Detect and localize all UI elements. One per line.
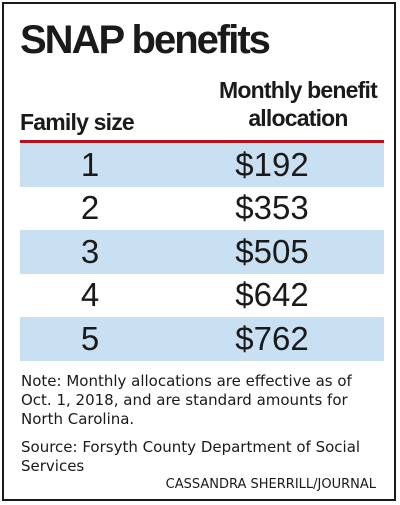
- column-header-benefit-line2: allocation: [248, 105, 348, 131]
- column-header-monthly-benefit: Monthly benefit allocation: [210, 76, 386, 132]
- table-row: 1 $192: [20, 143, 384, 187]
- table-row: 5 $762: [20, 317, 384, 361]
- credit-line: CASSANDRA SHERRILL/JOURNAL: [165, 477, 376, 492]
- column-header-family-size: Family size: [20, 109, 135, 135]
- benefit-amount-cell: $762: [235, 319, 309, 357]
- family-size-cell: 1: [80, 145, 100, 183]
- table-row: 3 $505: [20, 230, 384, 274]
- graphic-frame: SNAP benefits Family size Monthly benefi…: [2, 2, 396, 501]
- table-row: 2 $353: [20, 187, 384, 231]
- benefit-amount-cell: $642: [235, 276, 309, 314]
- benefits-table: 1 $192 2 $353 3 $505 4 $642 5 $762: [20, 143, 384, 361]
- column-header-benefit-line1: Monthly benefit: [219, 77, 378, 103]
- family-size-cell: 2: [80, 189, 100, 227]
- footnote: Note: Monthly allocations are effective …: [21, 372, 352, 428]
- family-size-cell: 3: [80, 232, 100, 270]
- benefit-amount-cell: $353: [235, 189, 309, 227]
- chart-title: SNAP benefits: [20, 18, 271, 62]
- benefit-amount-cell: $192: [235, 145, 309, 183]
- family-size-cell: 4: [80, 276, 100, 314]
- source-line: Source: Forsyth County Department of Soc…: [21, 438, 361, 475]
- header-divider: [20, 140, 384, 143]
- table-row: 4 $642: [20, 274, 384, 318]
- family-size-cell: 5: [80, 319, 100, 357]
- benefit-amount-cell: $505: [235, 232, 309, 270]
